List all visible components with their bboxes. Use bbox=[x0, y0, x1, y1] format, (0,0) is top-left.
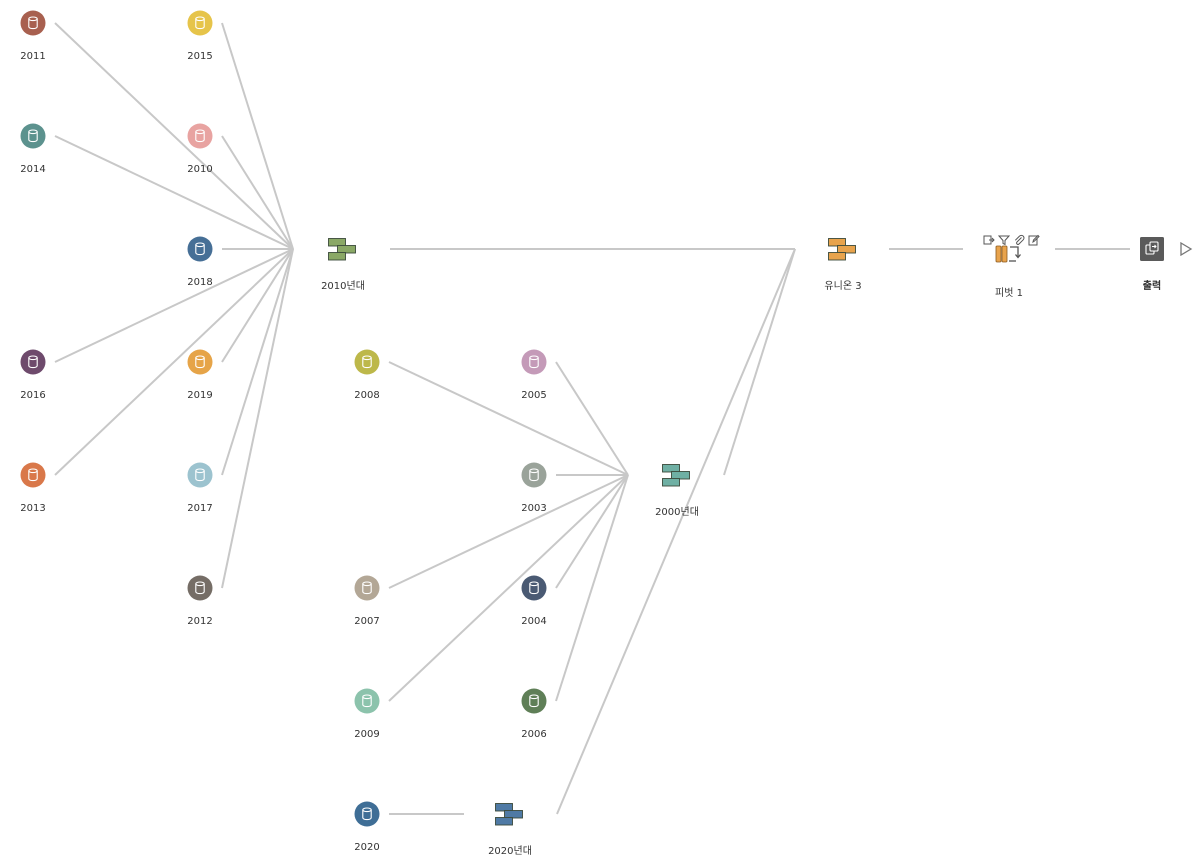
flow-node-in-2018[interactable]: 2018 bbox=[168, 236, 232, 288]
database-icon bbox=[521, 462, 547, 492]
flow-edge-union-2000s-to-union-3 bbox=[723, 248, 796, 476]
node-label: 2004 bbox=[521, 616, 547, 627]
node-label: 2003 bbox=[521, 503, 547, 514]
node-label: 2009 bbox=[354, 729, 380, 740]
node-label: 2013 bbox=[20, 503, 46, 514]
flow-node-in-2004[interactable]: 2004 bbox=[502, 575, 566, 627]
database-icon bbox=[521, 349, 547, 379]
flow-edge-union-2020s-to-union-3 bbox=[556, 248, 796, 815]
remove-field-icon[interactable] bbox=[983, 231, 995, 245]
node-label: 2007 bbox=[354, 616, 380, 627]
flow-node-in-2007[interactable]: 2007 bbox=[335, 575, 399, 627]
flow-node-in-2013[interactable]: 2013 bbox=[1, 462, 65, 514]
node-label: 2008 bbox=[354, 390, 380, 401]
flow-node-in-2008[interactable]: 2008 bbox=[335, 349, 399, 401]
flow-edge-in-2015-to-union-2010s bbox=[221, 22, 294, 250]
union-icon bbox=[661, 462, 693, 492]
flow-node-union-2010s[interactable]: 2010년대 bbox=[311, 236, 375, 292]
flow-node-in-2005[interactable]: 2005 bbox=[502, 349, 566, 401]
node-label: 2000년대 bbox=[655, 507, 699, 518]
database-icon bbox=[521, 688, 547, 718]
node-label: 2011 bbox=[20, 51, 46, 62]
flow-node-in-2012[interactable]: 2012 bbox=[168, 575, 232, 627]
flow-node-in-2020[interactable]: 2020 bbox=[335, 801, 399, 853]
database-icon bbox=[354, 688, 380, 718]
flow-node-in-2010[interactable]: 2010 bbox=[168, 123, 232, 175]
pivot-icon bbox=[994, 243, 1024, 269]
node-label: 피벗 1 bbox=[995, 288, 1023, 299]
output-icon bbox=[1139, 236, 1165, 266]
flow-edge-in-2016-to-union-2010s bbox=[54, 248, 294, 363]
flow-node-in-2017[interactable]: 2017 bbox=[168, 462, 232, 514]
node-label: 2017 bbox=[187, 503, 213, 514]
database-icon bbox=[187, 349, 213, 379]
node-label: 2020년대 bbox=[488, 846, 532, 857]
flow-edge-in-2008-to-union-2000s bbox=[388, 361, 629, 476]
flow-edge-in-2010-to-union-2010s bbox=[221, 135, 294, 250]
flow-edge-in-2019-to-union-2010s bbox=[221, 248, 294, 363]
union-icon bbox=[327, 236, 359, 266]
flow-edge-in-2004-to-union-2000s bbox=[555, 474, 629, 589]
node-label: 출력 bbox=[1142, 281, 1162, 292]
database-icon bbox=[187, 236, 213, 266]
database-icon bbox=[187, 575, 213, 605]
clip-icon[interactable] bbox=[1013, 231, 1025, 245]
database-icon bbox=[187, 123, 213, 153]
flow-node-union-2020s[interactable]: 2020년대 bbox=[478, 801, 542, 857]
flow-edge-in-2011-to-union-2010s bbox=[54, 22, 294, 250]
database-icon bbox=[354, 801, 380, 831]
flow-edge-in-2007-to-union-2000s bbox=[388, 474, 629, 589]
flow-edge-in-2005-to-union-2000s bbox=[555, 361, 629, 476]
node-label: 2005 bbox=[521, 390, 547, 401]
database-icon bbox=[20, 462, 46, 492]
flow-edge-in-2012-to-union-2010s bbox=[221, 248, 294, 589]
flow-node-in-2003[interactable]: 2003 bbox=[502, 462, 566, 514]
flow-node-in-2006[interactable]: 2006 bbox=[502, 688, 566, 740]
flow-edge-in-2014-to-union-2010s bbox=[54, 135, 294, 250]
flow-node-output-1[interactable]: 출력 bbox=[1120, 236, 1184, 292]
node-label: 2015 bbox=[187, 51, 213, 62]
node-label: 2018 bbox=[187, 277, 213, 288]
database-icon bbox=[354, 575, 380, 605]
flow-edge-in-2013-to-union-2010s bbox=[54, 248, 294, 476]
flow-edge-in-2006-to-union-2000s bbox=[555, 474, 629, 702]
union-icon bbox=[494, 801, 526, 831]
node-label: 2010년대 bbox=[321, 281, 365, 292]
database-icon bbox=[354, 349, 380, 379]
database-icon bbox=[521, 575, 547, 605]
flow-node-in-2016[interactable]: 2016 bbox=[1, 349, 65, 401]
node-label: 2012 bbox=[187, 616, 213, 627]
database-icon bbox=[20, 123, 46, 153]
node-label: 2020 bbox=[354, 842, 380, 853]
node-label: 유니온 3 bbox=[824, 281, 862, 292]
database-icon bbox=[20, 349, 46, 379]
flow-node-in-2019[interactable]: 2019 bbox=[168, 349, 232, 401]
flow-edge-in-2009-to-union-2000s bbox=[388, 474, 629, 702]
flow-node-in-2009[interactable]: 2009 bbox=[335, 688, 399, 740]
flow-node-union-3[interactable]: 유니온 3 bbox=[811, 236, 875, 292]
node-label: 2014 bbox=[20, 164, 46, 175]
edit-icon[interactable] bbox=[1028, 231, 1040, 246]
flow-node-pivot-1[interactable]: 피벗 1 bbox=[977, 243, 1041, 299]
database-icon bbox=[20, 10, 46, 40]
run-flow-icon[interactable] bbox=[1179, 242, 1193, 256]
pivot-toolbar bbox=[983, 231, 1040, 246]
union-icon bbox=[827, 236, 859, 266]
node-label: 2019 bbox=[187, 390, 213, 401]
flow-node-in-2014[interactable]: 2014 bbox=[1, 123, 65, 175]
flow-edge-in-2017-to-union-2010s bbox=[221, 248, 294, 476]
flow-node-union-2000s[interactable]: 2000년대 bbox=[645, 462, 709, 518]
filter-icon[interactable] bbox=[997, 231, 1011, 246]
flow-node-in-2011[interactable]: 2011 bbox=[1, 10, 65, 62]
database-icon bbox=[187, 462, 213, 492]
database-icon bbox=[187, 10, 213, 40]
node-label: 2006 bbox=[521, 729, 547, 740]
node-label: 2016 bbox=[20, 390, 46, 401]
node-label: 2010 bbox=[187, 164, 213, 175]
flow-node-in-2015[interactable]: 2015 bbox=[168, 10, 232, 62]
